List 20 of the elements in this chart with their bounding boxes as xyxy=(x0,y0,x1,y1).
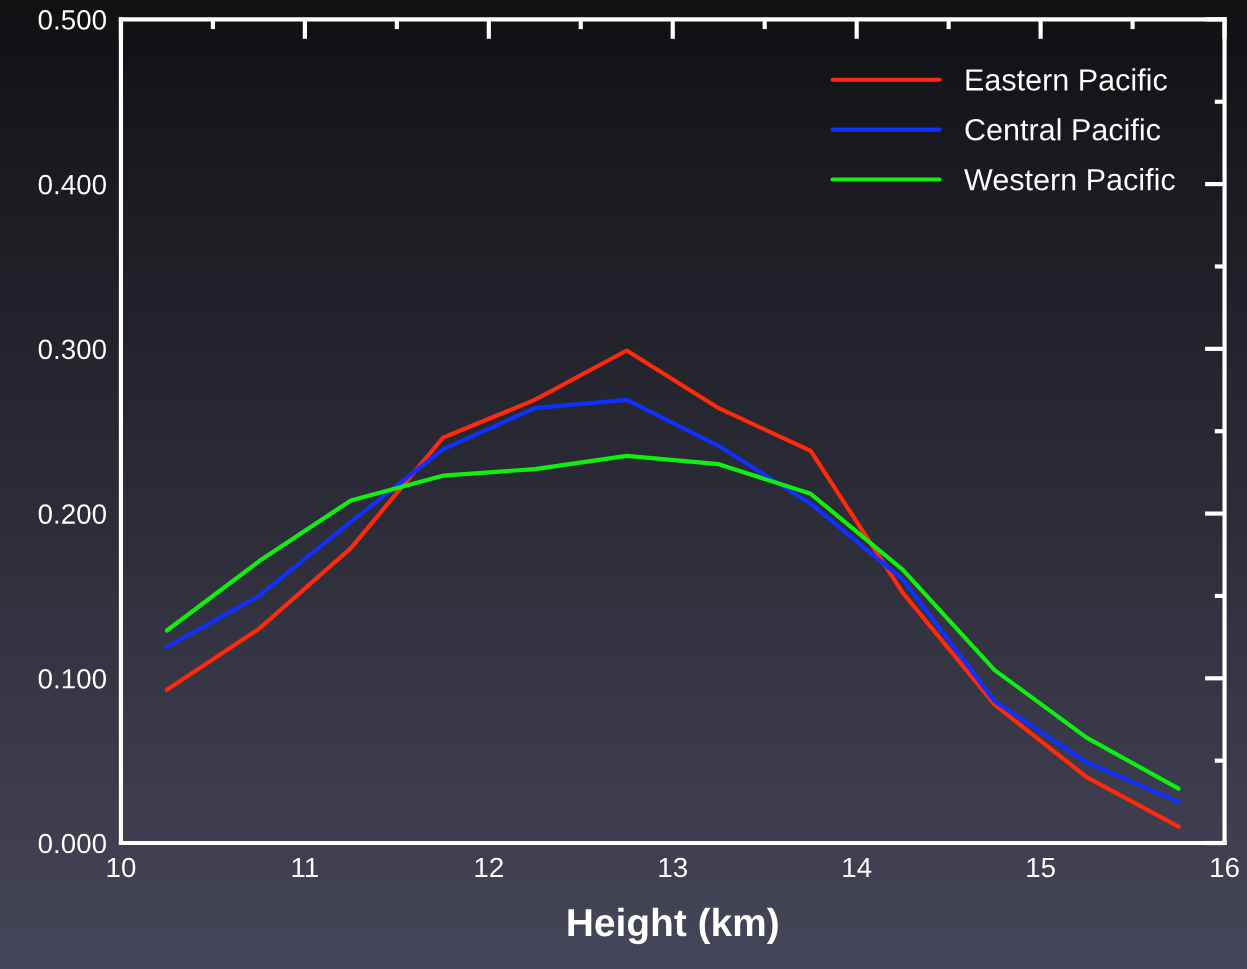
x-tick-label: 11 xyxy=(292,857,318,878)
x-tick-label: 14 xyxy=(843,857,872,878)
line-series xyxy=(164,397,1181,804)
x-tick-label: 13 xyxy=(659,857,687,878)
x-tick-label: 12 xyxy=(475,857,503,878)
y-tick-label: 0.500 xyxy=(38,10,106,30)
x-axis-title: Height (km) xyxy=(568,907,778,945)
x-tick-label: 16 xyxy=(1211,857,1239,878)
y-tick-label: 0.000 xyxy=(38,833,106,854)
legend-label: Western Pacific xyxy=(964,168,1175,191)
legend-label: Eastern Pacific xyxy=(966,68,1167,91)
line-series xyxy=(164,453,1181,791)
line-series xyxy=(164,348,1181,829)
x-tick-label: 10 xyxy=(107,857,136,878)
y-tick-label: 0.400 xyxy=(38,174,106,195)
y-tick-label: 0.200 xyxy=(38,504,106,524)
x-tick-label: 15 xyxy=(1027,857,1055,878)
y-tick-label: 0.100 xyxy=(38,668,106,689)
legend-label: Central Pacific xyxy=(965,118,1161,141)
y-tick-label: 0.300 xyxy=(38,339,106,360)
